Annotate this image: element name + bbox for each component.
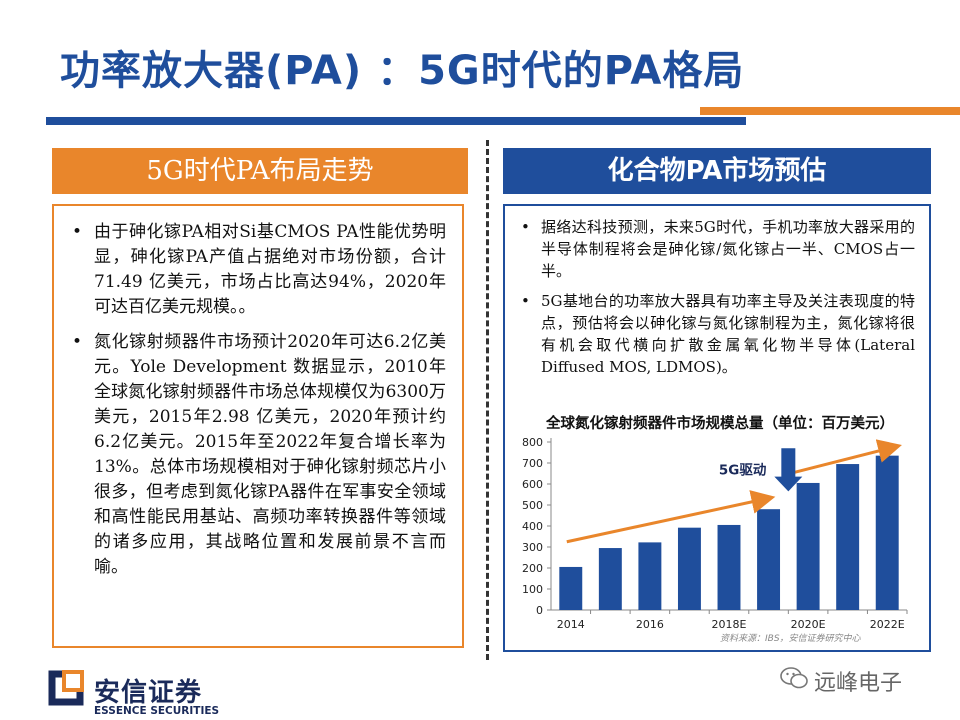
- wechat-icon: [780, 666, 808, 696]
- title-underline-orange: [700, 107, 960, 115]
- chart-title: 全球氮化镓射频器件市场规模总量（单位：百万美元）: [546, 416, 894, 432]
- bar: [875, 455, 899, 610]
- right-bullet-2: 5G基地台的功率放大器具有功率主导及关注表现度的特点，预估将会以砷化镓与氮化镓制…: [517, 290, 915, 378]
- y-tick-label: 100: [522, 583, 543, 596]
- trend-arrow-post-5g: [793, 439, 902, 474]
- bar: [559, 566, 583, 610]
- bar: [836, 464, 860, 610]
- panel-divider: [486, 140, 489, 660]
- y-tick-label: 200: [522, 562, 543, 575]
- bar: [717, 524, 741, 610]
- title-underline-blue: [46, 117, 746, 125]
- page-title: 功率放大器(PA) ：5G时代的PA格局: [60, 48, 745, 94]
- watermark: 远峰电子: [780, 665, 902, 697]
- bar: [677, 527, 701, 610]
- trend-arrow-pre-5g: [566, 490, 776, 544]
- left-panel: 由于砷化镓PA相对Si基CMOS PA性能优势明显，砷化镓PA产值占据绝对市场份…: [52, 204, 464, 648]
- y-tick-label: 300: [522, 541, 543, 554]
- x-tick-label: 2022E: [870, 618, 905, 631]
- right-panel: 据络达科技预测，未来5G时代，手机功率放大器采用的半导体制程将会是砷化镓/氮化镓…: [503, 204, 931, 652]
- left-panel-header: 5G时代PA布局走势: [52, 148, 468, 194]
- down-arrow-icon: [774, 448, 803, 492]
- y-tick-label: 0: [536, 604, 543, 617]
- bar: [598, 548, 622, 610]
- right-panel-header: 化合物PA市场预估: [503, 148, 931, 194]
- y-tick-label: 800: [522, 436, 543, 449]
- x-tick-label: 2018E: [712, 618, 747, 631]
- left-bullet-1: 由于砷化镓PA相对Si基CMOS PA性能优势明显，砷化镓PA产值占据绝对市场份…: [70, 220, 446, 320]
- y-tick-label: 400: [522, 520, 543, 533]
- y-tick-label: 500: [522, 499, 543, 512]
- company-name-en: ESSENCE SECURITIES: [94, 705, 220, 717]
- watermark-text: 远峰电子: [814, 671, 903, 696]
- bar: [638, 542, 662, 610]
- left-bullet-2: 氮化镓射频器件市场预计2020年可达6.2亿美元。Yole Developmen…: [70, 330, 446, 580]
- company-name-cn: 安信证券: [94, 678, 203, 708]
- x-tick-label: 2020E: [791, 618, 826, 631]
- bar: [757, 509, 781, 610]
- bar: [796, 482, 820, 610]
- x-tick-label: 2016: [636, 618, 664, 631]
- annotation-5g-drive: 5G驱动: [719, 462, 767, 479]
- bar-chart: 0 100 200 300 400 500 600 700 800 2014 2016 2018E 20…: [522, 436, 908, 631]
- right-bullet-1: 据络达科技预测，未来5G时代，手机功率放大器采用的半导体制程将会是砷化镓/氮化镓…: [517, 216, 915, 282]
- y-tick-label: 600: [522, 478, 543, 491]
- x-tick-label: 2014: [557, 618, 585, 631]
- source-note: 资料来源：IBS，安信证券研究中心: [720, 634, 861, 644]
- y-tick-label: 700: [522, 457, 543, 470]
- essence-logo-icon: [46, 668, 86, 708]
